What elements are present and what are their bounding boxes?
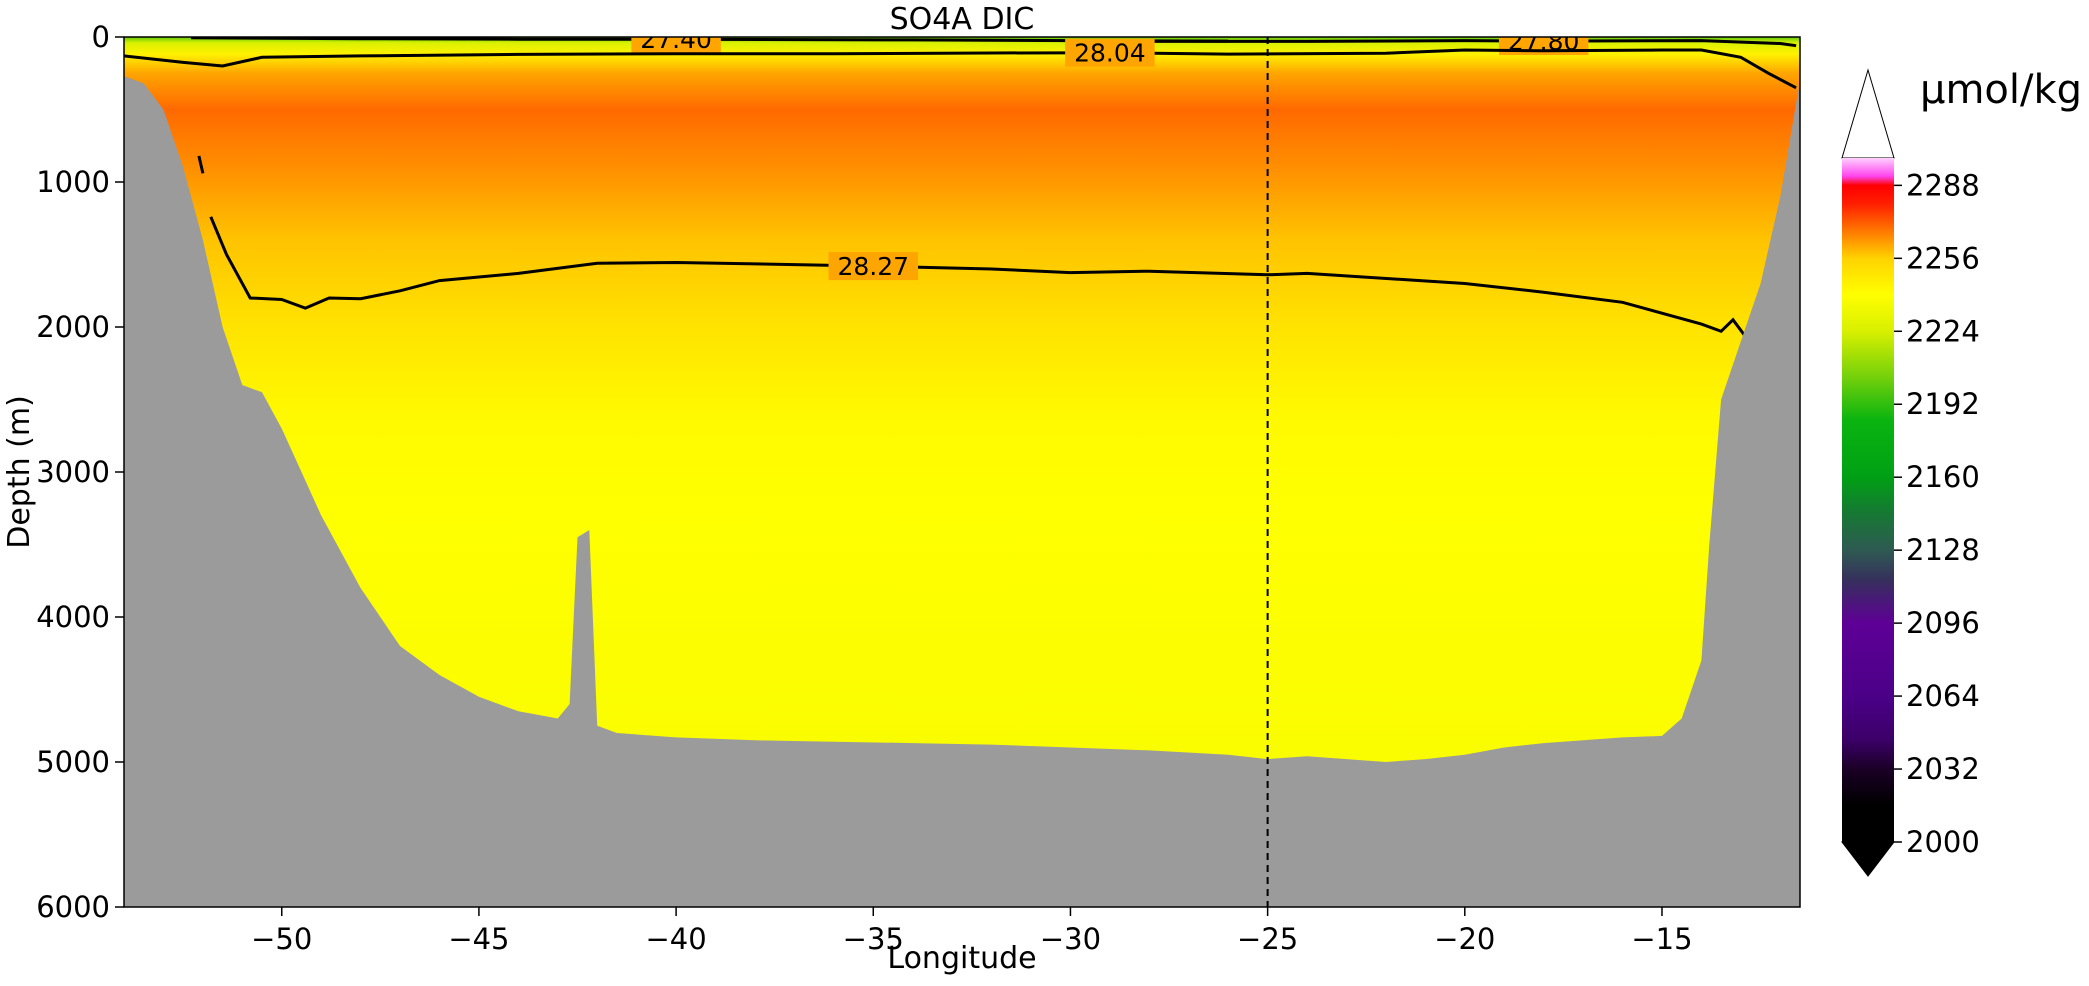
y-tick-label: 1000 [36,165,110,199]
colorbar-tick-label: 2288 [1906,168,1980,202]
contour-label: 27.40 [640,25,712,54]
colorbar-tick-label: 2256 [1906,241,1980,275]
colorbar-tick-label: 2000 [1906,825,1980,859]
colorbar-tick-label: 2128 [1906,533,1980,567]
x-tick-label: −35 [843,922,904,956]
y-tick-label: 5000 [36,745,110,779]
colorbar-tick-label: 2096 [1906,606,1980,640]
contour-label: 28.04 [1074,39,1146,68]
colorbar-scale [1842,158,1894,842]
contour-label-bg [631,37,721,54]
y-axis-label: Depth (m) [2,395,37,549]
colorbar-tick-label: 2224 [1906,314,1980,348]
x-tick-label: −20 [1434,922,1495,956]
y-tick-label: 0 [92,20,110,54]
y-tick-label: 6000 [36,890,110,924]
contour-label-bg [1065,38,1155,67]
colorbar-tick-label: 2160 [1906,460,1980,494]
colorbar-tick-label: 2192 [1906,387,1980,421]
x-tick-label: −15 [1631,922,1692,956]
colorbar-ticks: 2000 2032 2064 2096 2128 2160 2192 2224 2256 2288 [1894,168,1980,859]
seafloor-bathymetry [124,76,1800,907]
x-axis-label: Longitude [887,941,1036,976]
y-tick-label: 2000 [36,310,110,344]
chart-title: SO4A DIC [890,2,1035,37]
y-tick-label: 4000 [36,600,110,634]
contour-label: 28.27 [837,252,909,281]
contour-fragment [197,155,205,174]
y-tick-label: 3000 [36,455,110,489]
x-tick-label: −25 [1237,922,1298,956]
colorbar: 2000 2032 2064 2096 2128 2160 2192 2224 2256 2288… [1840,67,2082,877]
y-axis-ticks: 0 1000 2000 3000 4000 5000 6000 [36,20,124,924]
x-tick-label: −40 [645,922,706,956]
colorbar-extend-high [1841,68,1895,159]
colorbar-extend-low [1840,841,1896,877]
colorbar-tick-label: 2032 [1906,752,1980,786]
x-axis-ticks: −50 −45 −40 −35 −30 −25 −20 −15 [251,907,1693,956]
x-tick-label: −45 [448,922,509,956]
x-tick-label: −50 [251,922,312,956]
contour-label-bg [828,252,919,281]
x-tick-label: −30 [1040,922,1101,956]
colorbar-unit: µmol/kg [1920,67,2082,113]
colorbar-tick-label: 2064 [1906,679,1980,713]
